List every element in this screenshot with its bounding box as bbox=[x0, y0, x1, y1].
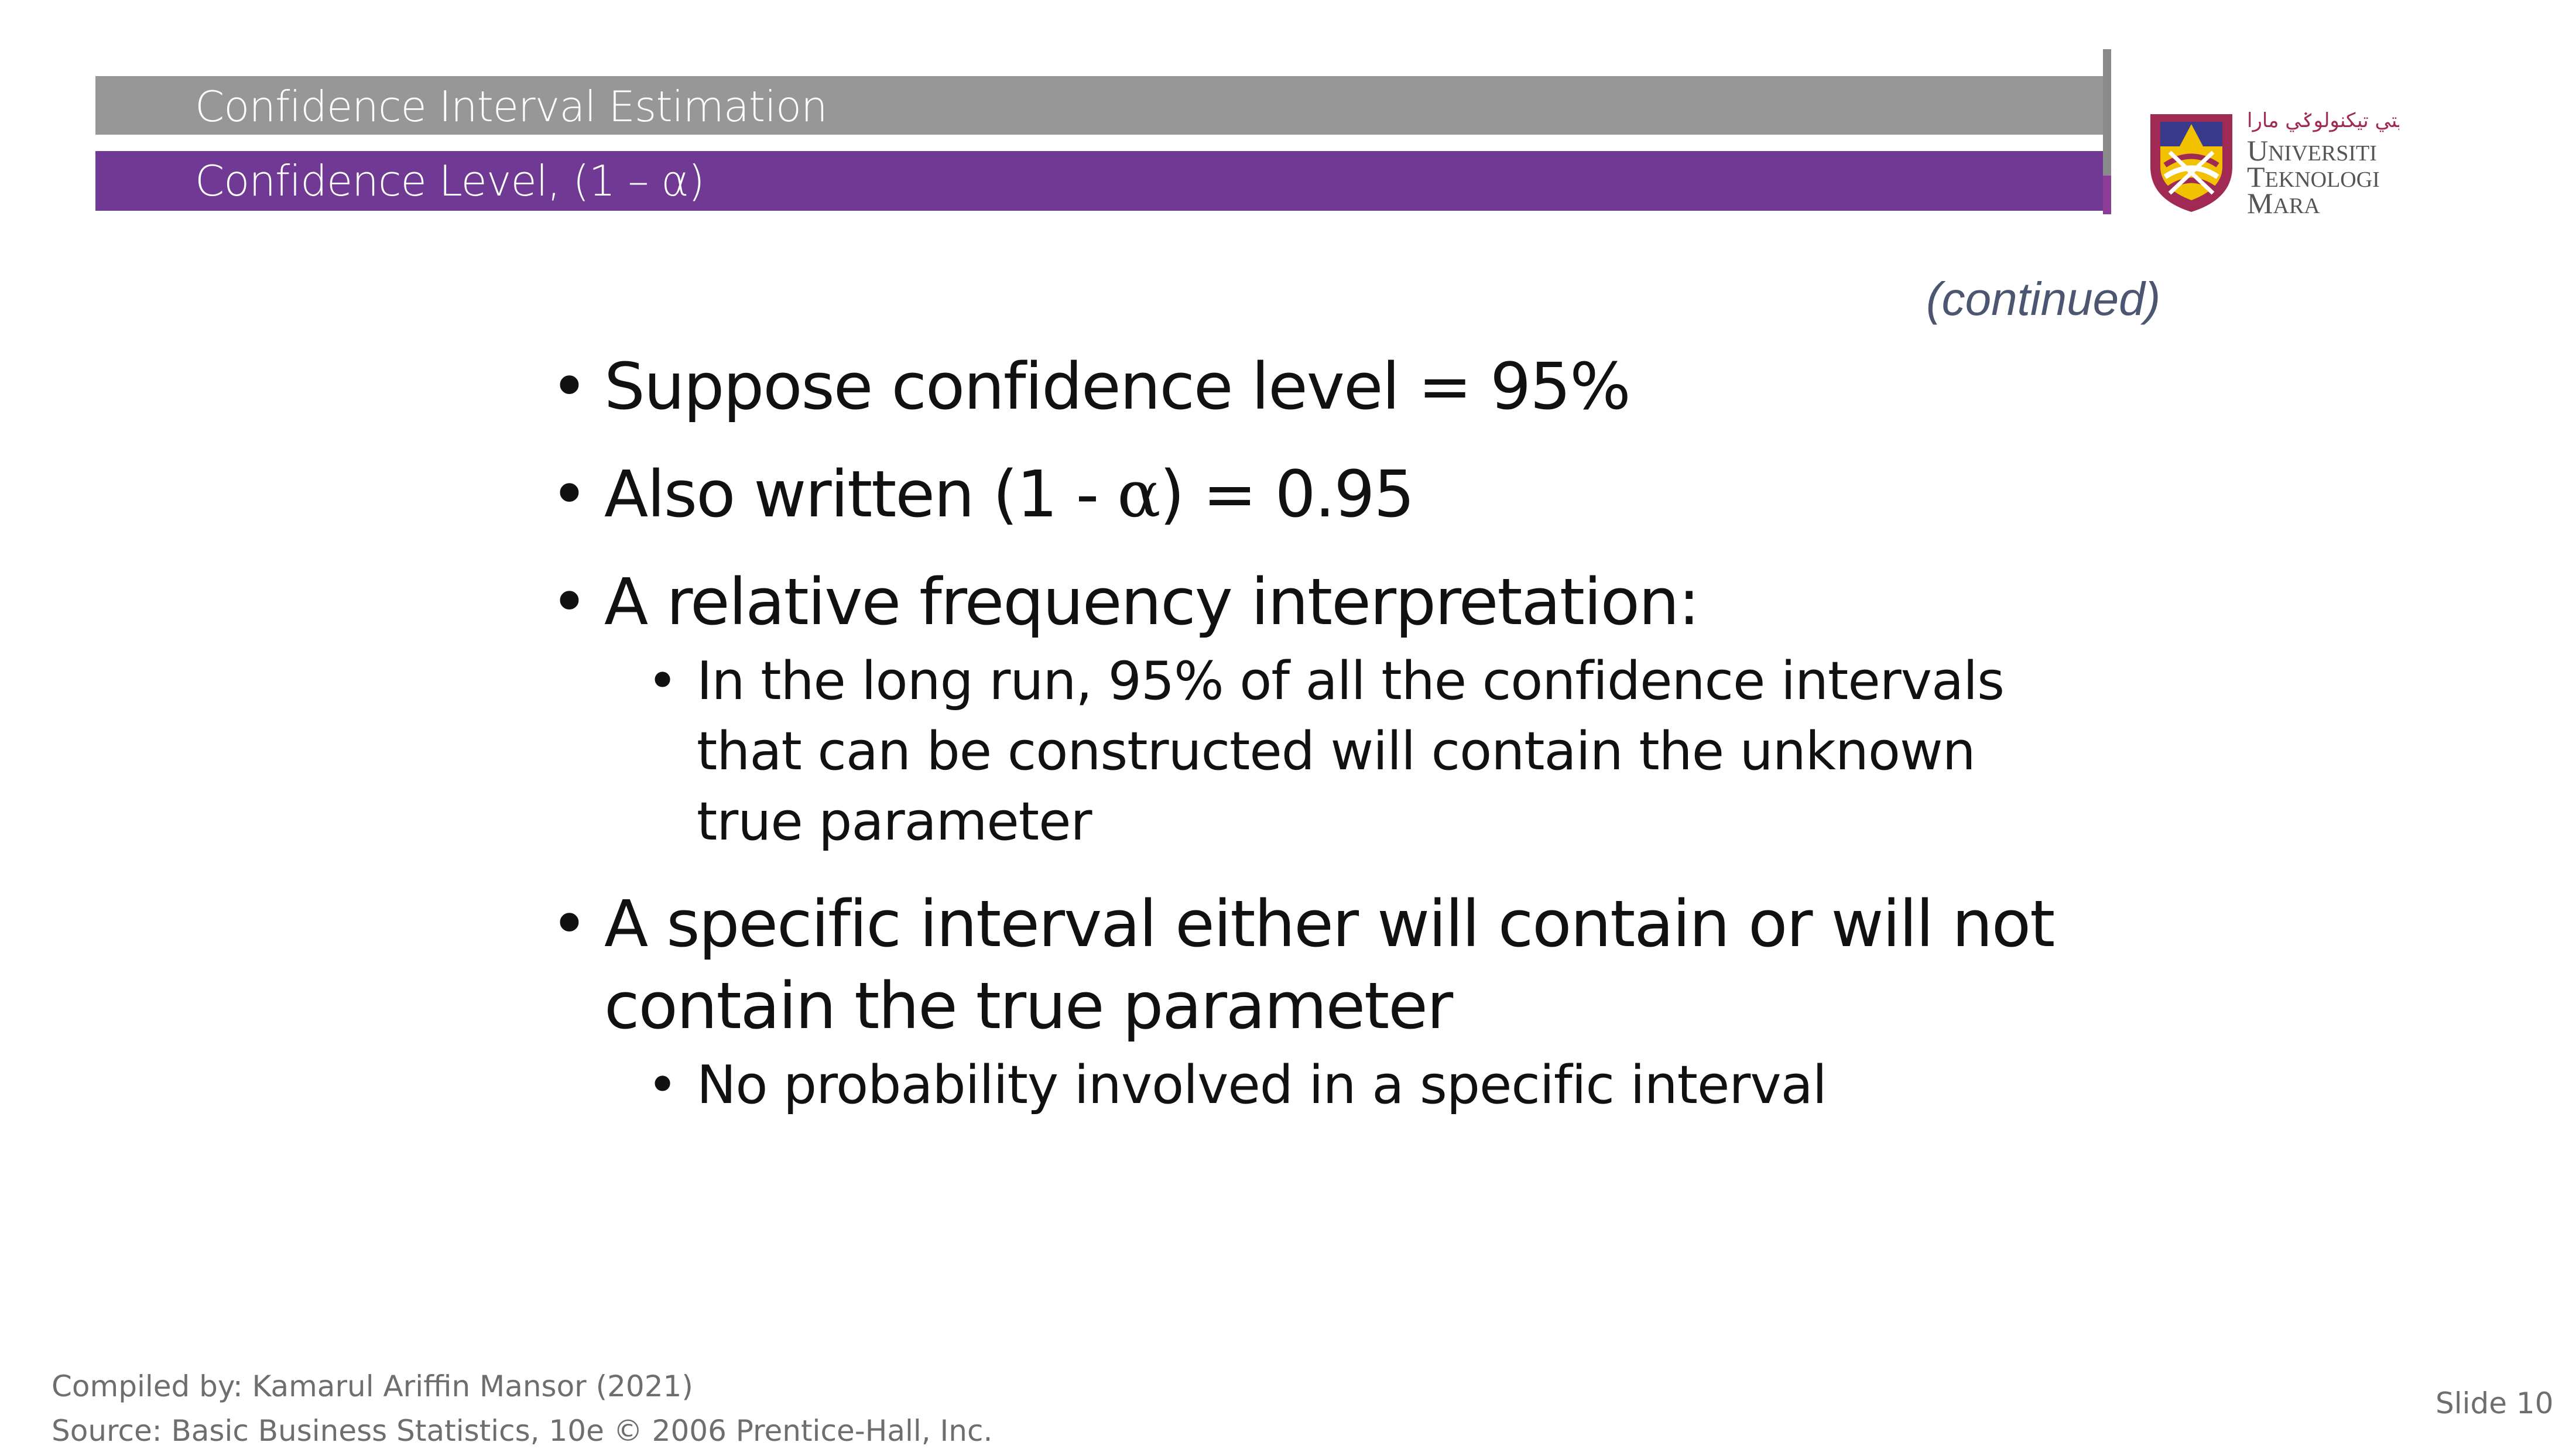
bullet-dot: • bbox=[550, 457, 588, 532]
bullet-dot: • bbox=[550, 886, 588, 961]
bullet-also-written: • Also written (1 - α) = 0.95 bbox=[550, 453, 2096, 535]
bullet-confidence-level: • Suppose confidence level = 95% bbox=[550, 345, 2096, 427]
footer: Compiled by: Kamarul Ariffin Mansor (202… bbox=[52, 1364, 992, 1449]
bullet-dot: • bbox=[550, 349, 588, 424]
bullet-text: Suppose confidence level = 95% bbox=[604, 349, 1631, 424]
continued-label: (continued) bbox=[1926, 273, 2161, 325]
bullet-dot: • bbox=[647, 650, 678, 712]
bullet-text: A relative frequency interpretation: bbox=[604, 564, 1700, 639]
bullet-text: A specific interval either will contain … bbox=[604, 886, 2055, 1043]
sub-bullet-no-probability: • No probability involved in a specific i… bbox=[550, 1050, 2096, 1121]
slide-subtitle: Confidence Level, (1 – α) bbox=[195, 156, 705, 205]
slide-body: • Suppose confidence level = 95% • Also wr… bbox=[550, 345, 2096, 1144]
bullet-text: In the long run, 95% of all the confiden… bbox=[697, 650, 2005, 852]
bullet-relative-frequency: • A relative frequency interpretation: bbox=[550, 561, 2096, 643]
bullet-dot: • bbox=[647, 1054, 678, 1116]
footer-source: Source: Basic Business Statistics, 10e ©… bbox=[52, 1414, 993, 1448]
bullet-text-pre: Also written (1 - bbox=[604, 457, 1118, 532]
subtitle-banner: Confidence Level, (1 – α) bbox=[95, 151, 2105, 211]
alpha-symbol: α bbox=[1117, 457, 1160, 532]
bullet-specific-interval: • A specific interval either will contain… bbox=[550, 883, 2096, 1047]
university-logo: اونيۏرسيتي تيكنولوݢي مارا UNIVERSITI TEK… bbox=[2147, 105, 2405, 220]
sub-bullet-long-run: • In the long run, 95% of all the confide… bbox=[550, 646, 2008, 857]
logo-arabic-text: اونيۏرسيتي تيكنولوݢي مارا bbox=[2247, 109, 2399, 132]
slide-number: Slide 10 bbox=[2435, 1386, 2554, 1420]
logo-word-universiti: UNIVERSITI bbox=[2247, 134, 2377, 167]
title-banner: Confidence Interval Estimation bbox=[95, 76, 2105, 135]
bullet-dot: • bbox=[550, 564, 588, 639]
bullet-text: No probability involved in a specific in… bbox=[697, 1054, 1827, 1116]
bullet-text-post: ) = 0.95 bbox=[1159, 457, 1415, 532]
logo-word-mara: MARA bbox=[2247, 187, 2320, 220]
footer-compiled-by: Compiled by: Kamarul Ariffin Mansor (202… bbox=[52, 1369, 693, 1403]
logo-word-teknologi: TEKNOLOGI bbox=[2247, 160, 2380, 193]
header-divider-accent bbox=[2103, 176, 2111, 214]
header-divider bbox=[2103, 49, 2111, 214]
uitm-shield-icon bbox=[2150, 114, 2232, 212]
slide-title: Confidence Interval Estimation bbox=[195, 82, 828, 131]
